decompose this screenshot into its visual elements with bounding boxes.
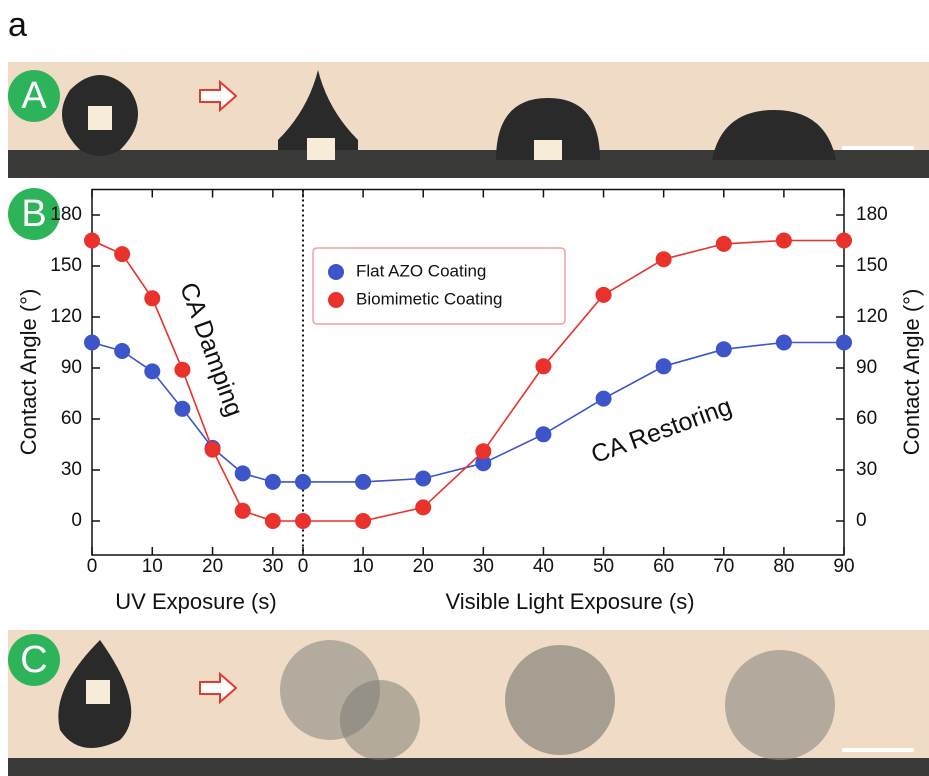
x-tick-label: 0 — [298, 556, 309, 577]
x-tick-label: 20 — [202, 556, 223, 577]
data-point — [415, 471, 431, 487]
data-point — [596, 391, 612, 407]
y2-tick-label: 60 — [856, 408, 877, 429]
data-point — [535, 358, 551, 374]
x-tick-label: 0 — [87, 556, 98, 577]
data-point — [716, 341, 732, 357]
y2-tick-label: 150 — [856, 255, 888, 276]
legend: Flat AZO Coating Biomimetic Coating — [313, 248, 565, 324]
y2-tick-label: 0 — [856, 510, 867, 531]
panel-label: B — [21, 193, 46, 235]
data-point — [144, 363, 160, 379]
panel-label: A — [21, 75, 47, 117]
data-point — [84, 233, 100, 249]
y2-axis-label: Contact Angle (°) — [899, 289, 924, 456]
data-point — [235, 465, 251, 481]
y-tick-label: 180 — [50, 204, 82, 225]
data-point — [656, 251, 672, 267]
legend-label: Flat AZO Coating — [356, 261, 486, 280]
data-point — [174, 401, 190, 417]
legend-marker — [328, 264, 344, 280]
data-point — [174, 362, 190, 378]
data-point — [836, 335, 852, 351]
data-point — [295, 513, 311, 529]
x-tick-label: 40 — [533, 556, 554, 577]
photo-strip-c: C — [8, 630, 929, 776]
y-tick-label: 90 — [61, 357, 82, 378]
x-tick-label: 70 — [713, 556, 734, 577]
legend-marker — [328, 292, 344, 308]
annotation: CA Damping — [174, 279, 248, 420]
data-point — [295, 474, 311, 490]
y-tick-label: 60 — [61, 408, 82, 429]
data-point — [415, 499, 431, 515]
figure-label: a — [8, 6, 27, 44]
y2-tick-label: 120 — [856, 306, 888, 327]
data-point — [235, 503, 251, 519]
data-point — [205, 442, 221, 458]
x-tick-label: 60 — [653, 556, 674, 577]
x-tick-label: 20 — [413, 556, 434, 577]
data-point — [656, 358, 672, 374]
data-point — [596, 287, 612, 303]
figure: a A B C Contact Angle (°) Conta — [0, 0, 929, 776]
x-tick-label: 50 — [593, 556, 614, 577]
y2-tick-label: 180 — [856, 204, 888, 225]
photo-strip-a: A — [8, 62, 929, 178]
data-point — [355, 474, 371, 490]
data-point — [535, 426, 551, 442]
x-tick-label: 10 — [353, 556, 374, 577]
y2-tick-label: 90 — [856, 357, 877, 378]
x-tick-label: 30 — [262, 556, 283, 577]
x-axis-label: UV Exposure (s) — [115, 589, 276, 614]
data-point — [716, 236, 732, 252]
y-tick-label: 30 — [61, 459, 82, 480]
data-point — [265, 474, 281, 490]
y-tick-label: 150 — [50, 255, 82, 276]
x-axis-label: Visible Light Exposure (s) — [445, 589, 694, 614]
y2-tick-label: 30 — [856, 459, 877, 480]
x-tick-label: 90 — [833, 556, 854, 577]
data-point — [114, 343, 130, 359]
data-point — [836, 233, 852, 249]
y-axis-label: Contact Angle (°) — [16, 289, 41, 456]
panel-label: C — [20, 639, 47, 681]
y-tick-label: 120 — [50, 306, 82, 327]
data-point — [475, 443, 491, 459]
data-point — [776, 233, 792, 249]
data-point — [776, 335, 792, 351]
y-tick-label: 0 — [71, 510, 82, 531]
data-point — [265, 513, 281, 529]
x-tick-label: 80 — [773, 556, 794, 577]
data-point — [114, 246, 130, 262]
data-point — [144, 290, 160, 306]
annotation: CA Restoring — [588, 392, 736, 469]
data-point — [84, 335, 100, 351]
x-tick-label: 30 — [473, 556, 494, 577]
data-point — [355, 513, 371, 529]
x-tick-label: 10 — [142, 556, 163, 577]
legend-label: Biomimetic Coating — [356, 289, 502, 308]
